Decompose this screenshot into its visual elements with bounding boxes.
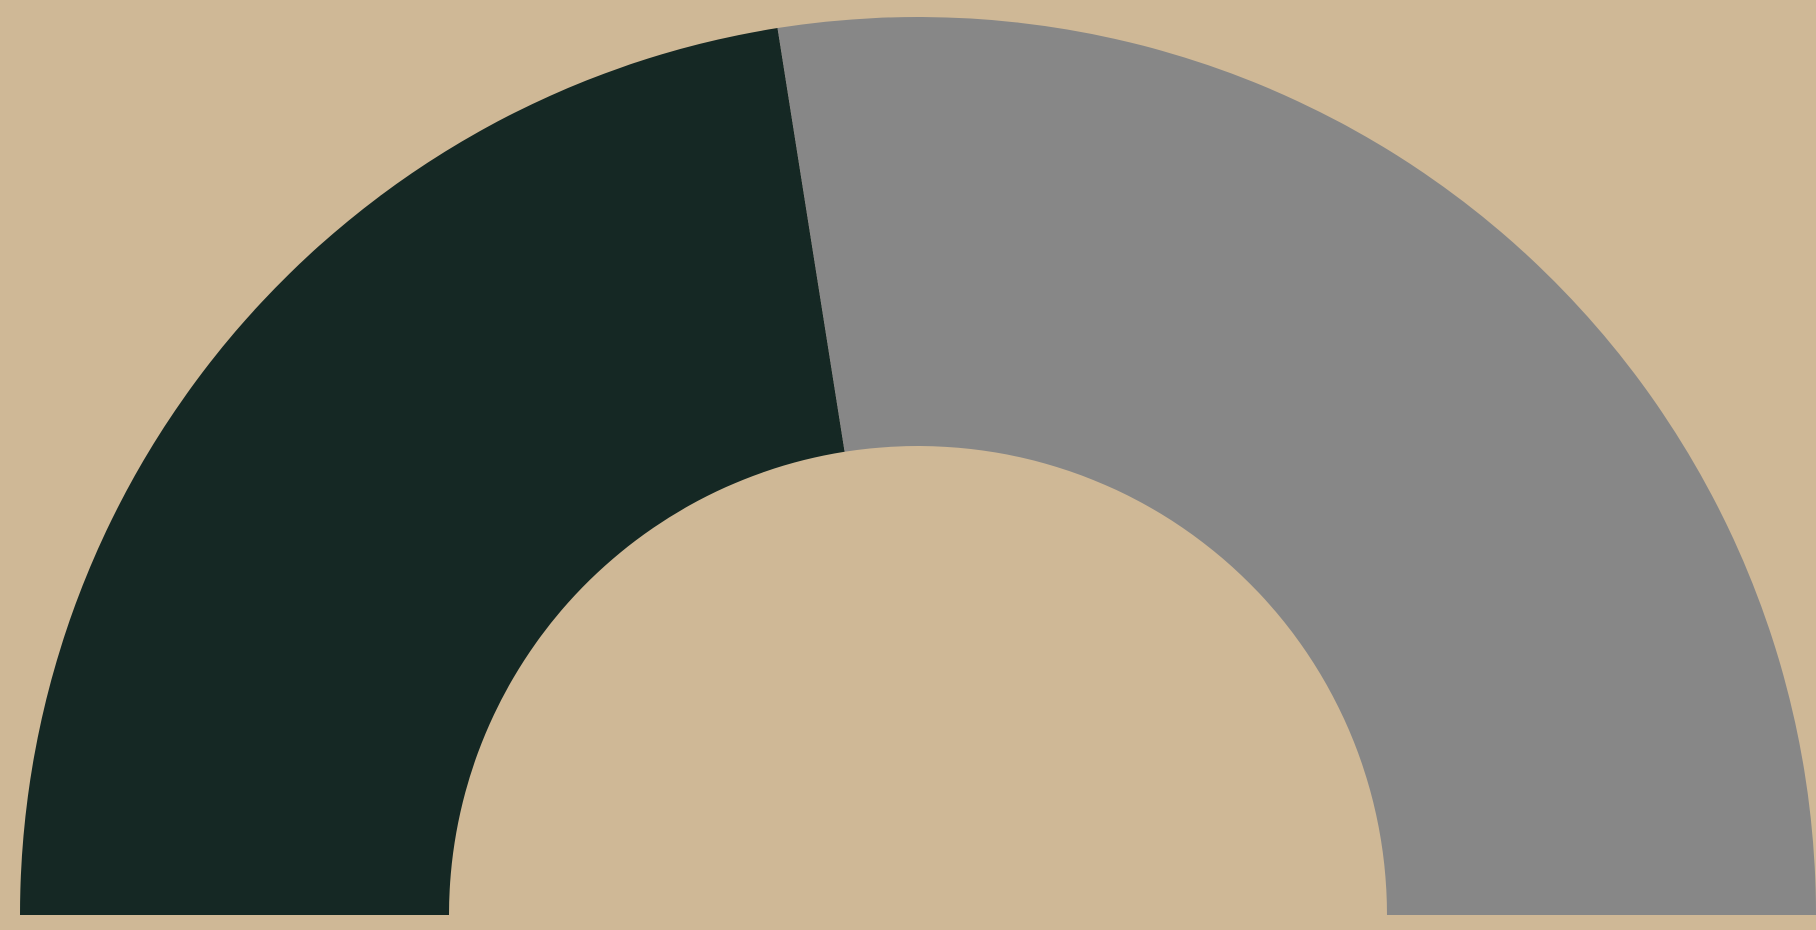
- gauge-fill-arc: [20, 28, 845, 916]
- gauge-remainder-arc: [777, 16, 1816, 915]
